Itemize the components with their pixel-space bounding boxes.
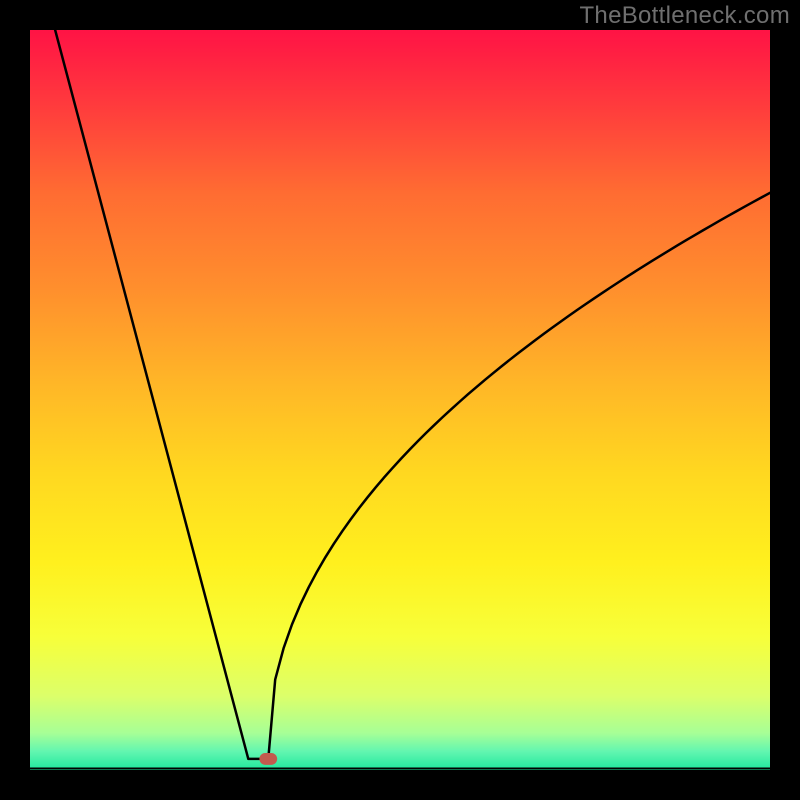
plot-area	[30, 30, 770, 770]
gradient-background	[30, 30, 770, 770]
attribution-text: TheBottleneck.com	[579, 2, 790, 30]
figure-root: TheBottleneck.com	[0, 0, 800, 800]
minimum-marker	[259, 753, 277, 765]
plot-svg	[30, 30, 770, 770]
